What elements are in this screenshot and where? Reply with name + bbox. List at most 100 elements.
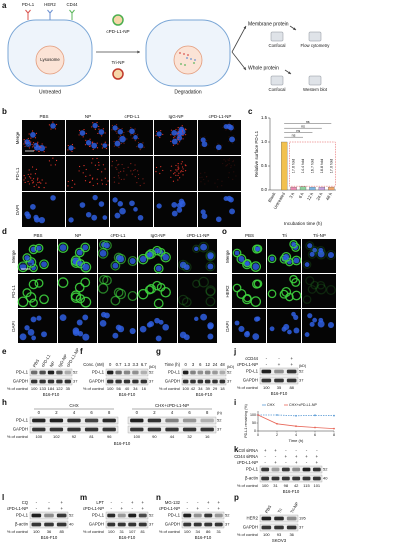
label: 12 <box>205 362 210 367</box>
signal <box>28 147 30 149</box>
signal <box>205 286 216 297</box>
label: SKOV3 <box>272 538 287 543</box>
label: PD-L1 <box>16 513 29 518</box>
label: (kD) <box>227 365 235 369</box>
label: 37 <box>217 427 222 432</box>
signal <box>84 144 87 146</box>
fragment <box>193 62 195 64</box>
signal <box>32 145 35 147</box>
label: 93 <box>277 532 282 537</box>
label: + <box>207 500 210 505</box>
signal <box>175 128 177 131</box>
nucleus <box>291 311 296 317</box>
y-tick-label: 100 <box>250 413 256 417</box>
signal <box>181 166 184 168</box>
x-tick-label: 48 h <box>325 191 334 201</box>
receptor <box>71 9 75 14</box>
signal <box>228 158 231 160</box>
signal <box>96 178 98 180</box>
point <box>295 414 297 417</box>
signal <box>117 128 119 130</box>
micrograph <box>154 120 197 155</box>
label: CD44 <box>67 2 79 7</box>
signal <box>70 290 82 301</box>
label: 34 <box>196 529 201 534</box>
band <box>102 418 116 423</box>
signal <box>32 142 35 144</box>
signal <box>123 142 125 144</box>
label: 92 <box>72 434 77 439</box>
signal <box>159 172 161 175</box>
label: Tri-NP <box>289 501 299 514</box>
label: + <box>305 454 308 459</box>
label: 37 <box>149 522 154 527</box>
signal <box>142 142 144 144</box>
signal <box>113 145 116 147</box>
nucleus <box>129 128 135 135</box>
signal <box>41 179 43 181</box>
label: 42 <box>191 386 196 391</box>
signal <box>160 130 162 132</box>
signal <box>40 182 42 184</box>
signal <box>23 139 25 141</box>
nucleus <box>82 314 89 321</box>
band <box>302 467 311 472</box>
signal <box>67 185 69 187</box>
label: PD-L1 <box>246 369 259 374</box>
x-tick-label: 2 <box>276 433 278 437</box>
label: % of control <box>7 529 28 534</box>
signal <box>117 139 120 141</box>
label: cPD-L1-NP <box>7 506 28 511</box>
nucleus <box>137 214 144 221</box>
signal <box>281 286 292 297</box>
nucleus <box>139 325 147 333</box>
band <box>312 476 321 481</box>
signal <box>22 288 32 298</box>
label: PD-L1 <box>168 370 181 375</box>
label: B16-F10 <box>119 392 136 397</box>
label: 31 <box>217 529 222 534</box>
signal <box>97 132 99 135</box>
panel-label: j <box>233 347 236 356</box>
signal <box>184 164 186 166</box>
nucleus <box>154 247 160 254</box>
nucleus <box>176 207 183 213</box>
bar <box>290 186 297 191</box>
nucleus <box>91 142 98 149</box>
signal <box>181 297 192 308</box>
nucleus <box>312 317 318 323</box>
nucleus <box>207 253 214 260</box>
band <box>261 476 270 481</box>
nucleus <box>38 216 46 224</box>
signal <box>250 261 262 272</box>
label: 52 <box>225 513 230 518</box>
label: GAPDH <box>243 378 258 383</box>
nucleus <box>112 262 119 269</box>
band <box>31 522 42 527</box>
bar <box>280 141 288 191</box>
legend-label: CHX <box>267 403 275 407</box>
nucleus <box>293 257 300 264</box>
label: 40 <box>323 476 328 481</box>
signal <box>22 253 32 263</box>
nucleus <box>183 334 190 341</box>
signal <box>92 141 94 143</box>
nanoparticle <box>112 14 124 26</box>
micrograph <box>22 156 65 191</box>
label: 37 <box>299 378 304 383</box>
label: GAPDH <box>243 525 258 530</box>
signal <box>250 296 262 307</box>
x-tick-label: 8 <box>333 433 335 437</box>
label: 0 <box>136 410 139 415</box>
band <box>84 427 99 432</box>
label: MG-132 <box>165 500 181 505</box>
signal <box>253 244 263 254</box>
signal <box>98 164 100 166</box>
signal <box>143 146 145 148</box>
band <box>274 369 284 374</box>
nucleus <box>102 143 108 148</box>
signal <box>54 128 57 130</box>
signal <box>80 296 92 308</box>
label: % of control <box>159 386 180 391</box>
signal <box>232 178 234 180</box>
